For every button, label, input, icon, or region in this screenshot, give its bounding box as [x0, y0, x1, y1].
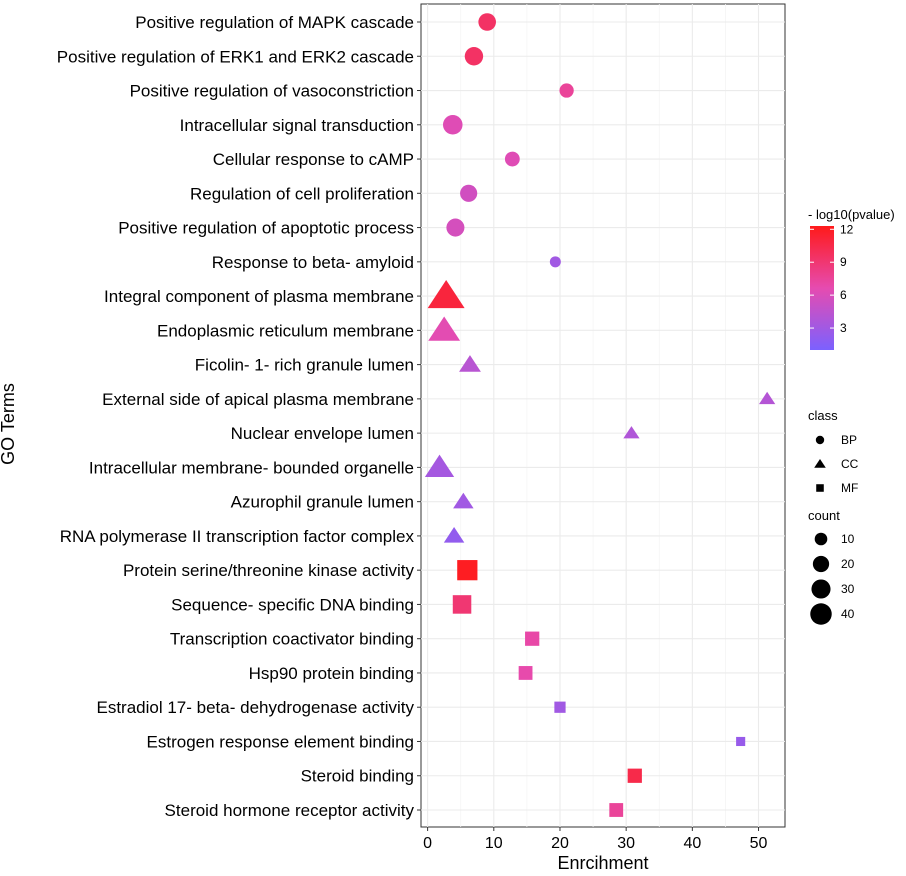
x-tick-label: 30	[617, 835, 635, 852]
shape-legend-key	[816, 484, 824, 492]
size-legend-key	[812, 555, 830, 573]
size-legend-title: count	[808, 508, 840, 523]
y-tick-label: Integral component of plasma membrane	[104, 287, 414, 306]
data-point	[427, 280, 465, 309]
y-tick-label: Azurophil granule lumen	[231, 493, 414, 512]
data-point	[518, 666, 533, 680]
color-bar-ticks: 3 6 9 12	[810, 222, 854, 335]
data-point	[428, 316, 461, 341]
y-tick-label: Positive regulation of MAPK cascade	[135, 13, 414, 32]
size-legend-label: 20	[841, 557, 855, 571]
y-tick-label: Positive regulation of apoptotic process	[118, 219, 414, 238]
color-bar-tick-label: 12	[840, 222, 854, 236]
size-legend-items: 10 20 30 40	[810, 532, 855, 625]
y-tick-label: Estrogen response element binding	[147, 732, 414, 751]
data-point	[443, 527, 465, 543]
x-tick-label: 40	[683, 835, 701, 852]
x-axis: 0 10 20 30 40 50	[423, 827, 768, 852]
data-points	[424, 13, 776, 817]
y-tick-label: Intracellular signal transduction	[180, 116, 414, 135]
data-point	[525, 631, 540, 646]
data-point	[623, 426, 640, 439]
y-tick-label: Steroid binding	[301, 767, 414, 786]
data-point	[627, 768, 642, 783]
data-point	[446, 218, 465, 237]
y-tick-label: Intracellular membrane- bounded organell…	[89, 458, 414, 477]
y-tick-label: Steroid hormone receptor activity	[165, 801, 415, 820]
color-legend-title: - log10(pvalue)	[808, 207, 895, 222]
data-point	[452, 595, 472, 614]
y-tick-label: Estradiol 17- beta- dehydrogenase activi…	[96, 698, 414, 717]
size-legend-label: 10	[841, 532, 855, 546]
y-tick-label: RNA polymerase II transcription factor c…	[60, 527, 415, 546]
color-bar-tick-label: 9	[840, 255, 847, 269]
y-axis: Positive regulation of MAPK cascade Posit…	[57, 13, 421, 820]
x-tick-label: 10	[485, 835, 503, 852]
legend: - log10(pvalue) 3 6 9 12 class BP CC MF count…	[808, 207, 895, 625]
size-legend-label: 40	[841, 607, 855, 621]
shape-legend-title: class	[808, 408, 838, 423]
size-legend-key	[811, 579, 831, 599]
size-legend-label: 30	[841, 582, 855, 596]
y-tick-label: Protein serine/threonine kinase activity	[123, 561, 415, 580]
shape-legend-label: CC	[841, 457, 859, 471]
y-tick-label: Positive regulation of ERK1 and ERK2 cas…	[57, 47, 414, 66]
data-point	[504, 151, 520, 167]
data-point	[464, 47, 484, 66]
data-point	[609, 803, 624, 817]
y-tick-label: Transcription coactivator binding	[170, 630, 414, 649]
y-tick-label: Positive regulation of vasoconstriction	[130, 82, 414, 101]
plot-panel	[420, 3, 786, 828]
data-point	[459, 355, 481, 372]
color-bar-tick-label: 3	[840, 321, 847, 335]
y-tick-label: Ficolin- 1- rich granule lumen	[195, 356, 414, 375]
y-tick-label: Endoplasmic reticulum membrane	[157, 321, 414, 340]
data-point	[549, 256, 561, 268]
y-tick-label: External side of apical plasma membrane	[102, 390, 414, 409]
y-tick-label: Hsp90 protein binding	[249, 664, 414, 683]
data-point	[424, 454, 455, 477]
data-point	[457, 560, 478, 581]
data-point	[478, 13, 496, 31]
y-tick-label: Sequence- specific DNA binding	[171, 595, 414, 614]
data-point	[736, 736, 746, 747]
y-tick-label: Nuclear envelope lumen	[231, 424, 414, 443]
x-tick-label: 50	[750, 835, 768, 852]
x-tick-label: 20	[551, 835, 569, 852]
data-point	[460, 184, 478, 202]
size-legend-key	[814, 532, 828, 546]
shape-legend-key	[814, 458, 826, 468]
y-tick-label: Response to beta- amyloid	[212, 253, 414, 272]
x-tick-label: 0	[423, 835, 432, 852]
shape-legend-label: BP	[841, 433, 857, 447]
shape-legend-label: MF	[841, 481, 858, 495]
y-tick-label: Cellular response to cAMP	[213, 150, 414, 169]
y-axis-title: GO Terms	[0, 383, 18, 465]
data-point	[759, 391, 776, 405]
shape-legend-key	[815, 435, 825, 445]
data-point	[554, 701, 566, 713]
data-point	[443, 115, 463, 135]
data-point	[559, 83, 574, 98]
size-legend-key	[810, 603, 832, 625]
x-axis-title: Enrcihment	[557, 853, 648, 873]
y-tick-label: Regulation of cell proliferation	[190, 184, 414, 203]
shape-legend-items: BP CC MF	[814, 433, 859, 495]
color-bar-tick-label: 6	[840, 288, 847, 302]
data-point	[453, 492, 474, 509]
color-bar	[810, 226, 834, 350]
